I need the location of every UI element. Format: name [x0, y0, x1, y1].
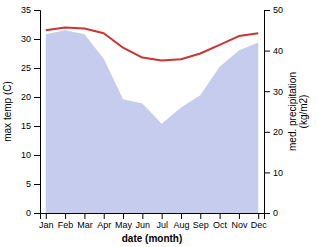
tick-label: 40 [273, 46, 283, 56]
tick: Jul [156, 213, 168, 230]
tick: 30 [264, 87, 283, 97]
tick-mark [220, 213, 221, 219]
tick-label: Jun [136, 220, 151, 230]
tick-mark [34, 126, 40, 127]
tick-mark [258, 213, 259, 219]
tick-label: 0 [26, 208, 31, 218]
tick-mark [104, 213, 105, 219]
tick-label: Feb [58, 220, 74, 230]
tick-label: Aug [173, 220, 189, 230]
tick-label: 25 [21, 63, 31, 73]
tick-mark [34, 68, 40, 69]
tick: Nov [231, 213, 248, 230]
tick: Oct [213, 213, 228, 230]
y2-axis: 0 10 20 30 40 50 [264, 5, 283, 218]
tick-mark [239, 213, 240, 219]
y-axis: 0 5 10 15 20 25 30 35 [21, 5, 41, 218]
tick: 15 [21, 121, 40, 131]
tick-mark [65, 213, 66, 219]
x-axis-title: date (month) [122, 233, 183, 244]
tick-mark [142, 213, 143, 219]
tick-label: Jul [156, 220, 168, 230]
tick-label: 15 [21, 121, 31, 131]
tick-mark [34, 213, 40, 214]
tick-mark [181, 213, 182, 219]
plot-root: Jan FebMar Apr MayJun Jul Aug Sep OctNovDec 0 5 10… [21, 5, 283, 230]
tick-mark [123, 213, 124, 219]
tick-mark [34, 155, 40, 156]
tick: Aug [173, 213, 189, 230]
axis-line [41, 214, 265, 220]
tick: Jun [136, 213, 151, 230]
tick-label: 20 [273, 127, 283, 137]
tick-label: 10 [21, 150, 31, 160]
tick: 0 [264, 208, 278, 218]
tick: Sep [193, 213, 209, 230]
tick-mark [162, 213, 163, 219]
axis-line [34, 11, 41, 214]
tick-mark [34, 97, 40, 98]
axis-line [265, 11, 271, 214]
tick: Mar [77, 213, 93, 230]
tick-mark [46, 213, 47, 219]
tick-label: 50 [273, 5, 283, 15]
plot-area [46, 27, 258, 213]
tick-label: 5 [26, 179, 31, 189]
y2-axis-title: med. precipitation(kg/m2) [287, 72, 309, 151]
tick: 30 [21, 34, 40, 44]
tick-mark [264, 132, 270, 133]
y2-axis-title-line: (kg/m2) [298, 95, 309, 129]
tick-label: 0 [273, 208, 278, 218]
tick-label: 35 [21, 5, 31, 15]
tick: Dec [251, 213, 268, 230]
tick: Feb [58, 213, 74, 230]
tick: 35 [21, 5, 40, 15]
tick-mark [264, 10, 270, 11]
tick-label: Oct [213, 220, 228, 230]
tick-label: Apr [97, 220, 111, 230]
tick: 5 [26, 179, 40, 189]
tick: 25 [21, 63, 40, 73]
tick: 50 [264, 5, 283, 15]
tick-mark [264, 172, 270, 173]
tick-mark [84, 213, 85, 219]
tick-mark [200, 213, 201, 219]
precipitation-area [46, 30, 258, 213]
tick-label: 30 [273, 87, 283, 97]
tick-mark [264, 213, 270, 214]
tick-mark [264, 91, 270, 92]
y-axis-title: max temp (C) [2, 81, 13, 142]
tick-label: Mar [77, 220, 93, 230]
temperature-line [46, 27, 258, 60]
y2-axis-title-line: med. precipitation [287, 72, 298, 151]
tick-label: May [115, 220, 133, 230]
tick: 10 [21, 150, 40, 160]
tick-mark [34, 10, 40, 11]
tick: May [115, 213, 133, 230]
tick: 20 [21, 92, 40, 102]
chart: Jan FebMar Apr MayJun Jul Aug Sep OctNovDec 0 5 10… [0, 0, 318, 247]
tick: Jan [39, 213, 54, 230]
tick-mark [34, 184, 40, 185]
tick: 40 [264, 46, 283, 56]
tick: 0 [26, 208, 40, 218]
tick-label: 20 [21, 92, 31, 102]
tick-label: Sep [193, 220, 209, 230]
tick: Apr [97, 213, 111, 230]
x-axis: Jan FebMar Apr MayJun Jul Aug Sep OctNovDec [39, 213, 267, 230]
tick-label: Dec [251, 220, 268, 230]
tick-mark [34, 39, 40, 40]
tick: 20 [264, 127, 283, 137]
tick-label: Jan [39, 220, 54, 230]
tick-label: Nov [231, 220, 248, 230]
tick: 10 [264, 168, 283, 178]
tick-mark [264, 51, 270, 52]
tick-label: 10 [273, 168, 283, 178]
tick-label: 30 [21, 34, 31, 44]
